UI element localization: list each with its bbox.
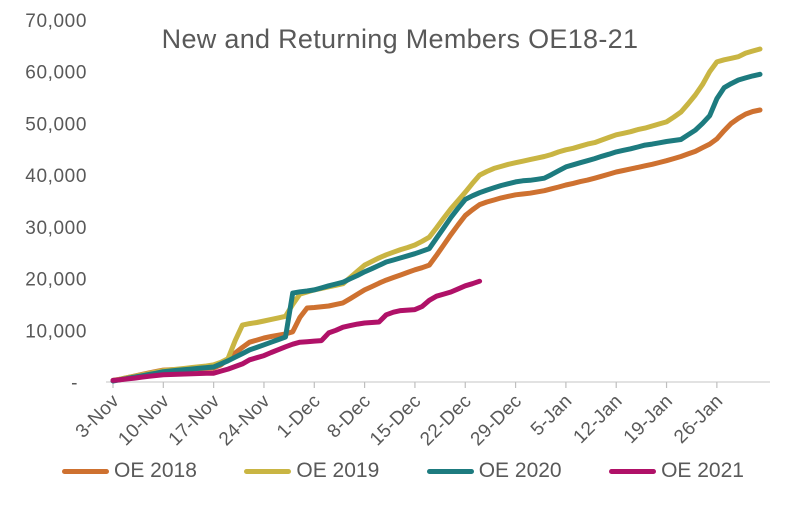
- legend-item-oe-2020: OE 2020: [426, 459, 562, 483]
- x-axis-label: 1-Dec: [273, 391, 325, 443]
- y-axis-label: 20,000: [25, 270, 87, 291]
- x-axis-label: 17-Nov: [165, 391, 225, 451]
- x-axis-label: 26-Jan: [670, 391, 727, 448]
- x-axis-label: 19-Jan: [620, 391, 677, 448]
- legend-label-oe-2020: OE 2020: [478, 459, 562, 482]
- x-axis-label: 24-Nov: [215, 391, 275, 451]
- series-line-oe-2020: [110, 71, 763, 384]
- y-axis-label: 40,000: [25, 166, 87, 187]
- y-axis-label: 70,000: [25, 11, 87, 32]
- series-line-oe-2021: [110, 278, 483, 383]
- y-axis-label: 10,000: [25, 321, 87, 342]
- series-line-oe-2019: [110, 46, 763, 383]
- x-axis-label: 29-Dec: [467, 391, 526, 450]
- x-axis-label: 10-Nov: [114, 391, 174, 451]
- chart-title: New and Returning Members OE18-21: [161, 24, 639, 54]
- legend-swatch-oe-2018: [62, 468, 109, 474]
- legend-swatch-oe-2019: [244, 468, 292, 474]
- legend-item-oe-2021: OE 2021: [609, 459, 744, 483]
- legend-item-oe-2018: OE 2018: [62, 459, 197, 483]
- x-axis-label: 12-Jan: [570, 391, 627, 448]
- x-axis-label: 15-Dec: [366, 391, 425, 450]
- y-axis-label: 50,000: [25, 114, 87, 135]
- y-axis-label: -: [71, 373, 78, 394]
- legend-swatch-oe-2020: [426, 468, 474, 474]
- series-line-oe-2018: [110, 107, 763, 384]
- legend-item-oe-2019: OE 2019: [244, 459, 379, 483]
- legend: OE 2018 OE 2019 OE 2020 OE 2021: [62, 459, 744, 483]
- x-axis-label: 22-Dec: [416, 391, 475, 450]
- y-axis-label: 30,000: [25, 218, 87, 239]
- legend-label-oe-2018: OE 2018: [114, 459, 197, 482]
- legend-label-oe-2019: OE 2019: [296, 459, 380, 482]
- legend-label-oe-2021: OE 2021: [661, 459, 744, 482]
- y-axis-label: 60,000: [25, 63, 87, 84]
- legend-swatch-oe-2021: [609, 468, 657, 474]
